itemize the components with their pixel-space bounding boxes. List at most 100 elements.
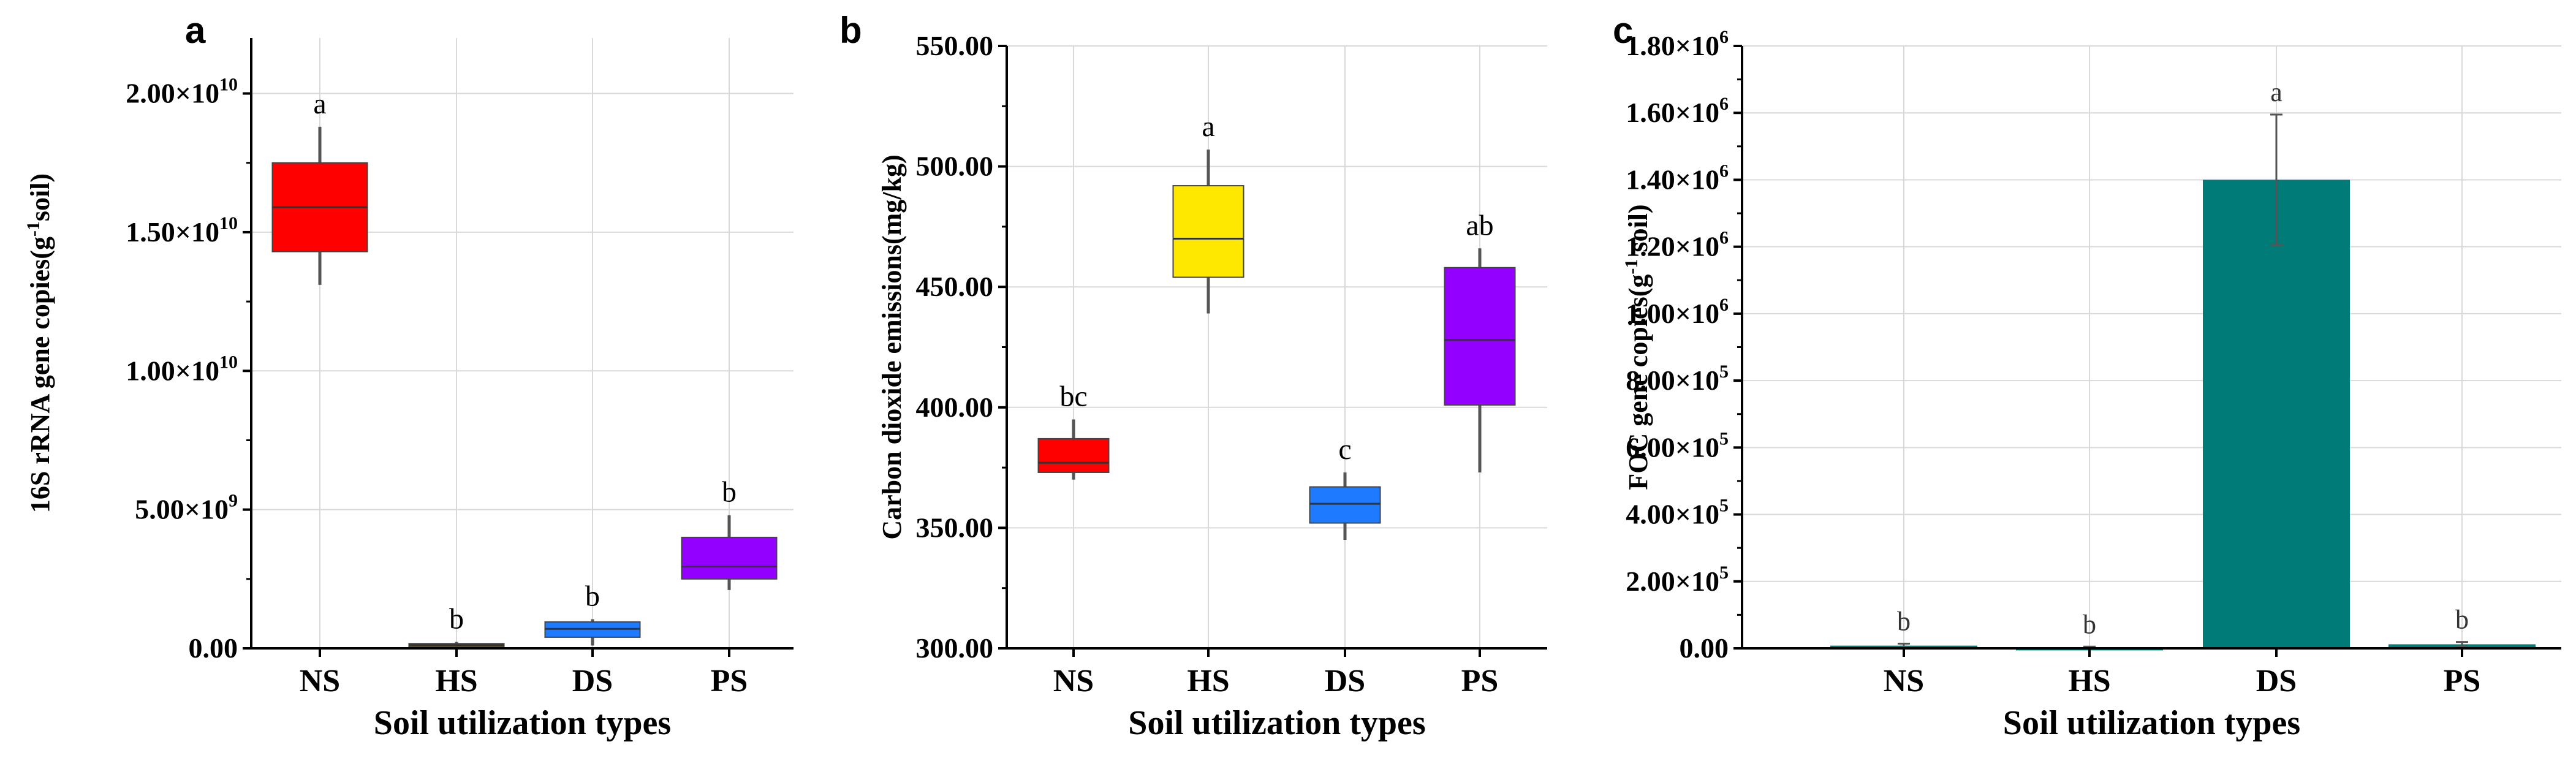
- y-tick-label: 350.00: [916, 512, 994, 543]
- y-tick-mantissa: 1.80×10: [1626, 30, 1719, 61]
- y-tick-exponent: 9: [229, 491, 238, 511]
- y-axis-title-tail: soil): [1623, 204, 1653, 259]
- y-tick-exponent: 10: [219, 75, 238, 95]
- y-tick-label: 0.00: [189, 632, 238, 664]
- x-tick-label-PS: PS: [1461, 664, 1499, 699]
- significance-letter-HS: b: [449, 603, 464, 635]
- y-tick-mantissa: 500.00: [916, 151, 994, 182]
- y-tick-label: 500.00: [916, 151, 994, 182]
- y-tick-mantissa: 550.00: [916, 30, 994, 61]
- significance-letter-NS: bc: [1059, 380, 1087, 412]
- y-tick-mantissa: 1.00×10: [126, 355, 219, 386]
- y-tick-label: 400.00: [916, 392, 994, 423]
- y-tick-mantissa: 1.40×10: [1626, 164, 1719, 195]
- y-tick-mantissa: 400.00: [916, 392, 994, 423]
- x-tick-label-DS: DS: [2256, 664, 2297, 699]
- y-tick-mantissa: 1.20×10: [1626, 231, 1719, 262]
- panel-letter: a: [185, 10, 206, 51]
- y-tick-label: 2.00×105: [1626, 563, 1729, 597]
- y-tick-label: 1.20×106: [1626, 228, 1729, 262]
- y-tick-label: 2.00×1010: [126, 75, 238, 109]
- y-tick-label: 5.00×109: [135, 491, 238, 525]
- significance-letter-PS: b: [722, 476, 737, 509]
- box-NS: [1037, 438, 1110, 473]
- box-PS: [681, 536, 778, 580]
- y-tick-label: 1.00×1010: [126, 352, 238, 386]
- y-tick-exponent: 6: [1719, 161, 1729, 181]
- significance-letter-HS: b: [2083, 609, 2096, 639]
- box-DS: [1309, 486, 1381, 524]
- x-tick-label-HS: HS: [2068, 664, 2110, 699]
- y-tick-label: 8.00×105: [1626, 362, 1729, 396]
- significance-letter-HS: a: [1202, 110, 1214, 143]
- x-tick-label-NS: NS: [1884, 664, 1924, 699]
- y-tick-mantissa: 350.00: [916, 512, 994, 543]
- significance-letter-PS: b: [2455, 605, 2469, 635]
- y-axis-title-main: FOC gene copies(g: [1623, 275, 1653, 490]
- y-tick-mantissa: 5.00×10: [135, 494, 229, 525]
- y-tick-mantissa: 1.00×10: [1626, 298, 1719, 329]
- significance-letter-DS: a: [2270, 77, 2282, 107]
- y-axis-title-main: 16S rRNA gene copies(g: [25, 237, 55, 513]
- panel-letter: c: [1613, 10, 1633, 51]
- y-tick-exponent: 6: [1719, 27, 1729, 47]
- y-tick-label: 4.00×105: [1626, 496, 1729, 530]
- significance-letter-NS: b: [1897, 606, 1911, 636]
- y-tick-mantissa: 4.00×10: [1626, 499, 1719, 530]
- significance-letter-DS: c: [1338, 433, 1351, 466]
- y-axis-title-tail: soil): [25, 173, 55, 221]
- y-axis-title-main: Carbon dioxide emissions(mg/kg): [877, 154, 907, 539]
- x-tick-label-HS: HS: [1187, 664, 1229, 699]
- axis-frame: [1741, 46, 2561, 650]
- box-PS: [1444, 267, 1516, 406]
- y-tick-exponent: 10: [219, 213, 238, 233]
- x-tick-label-PS: PS: [2444, 664, 2481, 699]
- y-tick-exponent: 5: [1719, 563, 1729, 583]
- y-tick-mantissa: 0.00: [189, 632, 238, 664]
- y-tick-label: 550.00: [916, 30, 994, 61]
- panel-letter: b: [839, 10, 862, 51]
- x-tick-label-NS: NS: [1053, 664, 1094, 699]
- significance-letter-DS: b: [585, 580, 600, 612]
- panel-a: aabbb0.005.00×1091.00×10101.50×10102.00×…: [23, 10, 794, 742]
- y-tick-mantissa: 2.00×10: [126, 78, 219, 109]
- y-tick-exponent: 10: [219, 352, 238, 372]
- y-tick-label: 1.50×1010: [126, 213, 238, 248]
- y-tick-mantissa: 2.00×10: [1626, 566, 1719, 597]
- y-tick-mantissa: 6.00×10: [1626, 431, 1719, 463]
- panel-b: b bc a c ab 300.00 350.00 400.00 450.00 500.00 550…: [839, 10, 1547, 742]
- significance-letter-PS: ab: [1466, 209, 1493, 241]
- x-tick-label-PS: PS: [711, 664, 748, 699]
- y-tick-exponent: 5: [1719, 362, 1729, 382]
- y-tick-label: 450.00: [916, 271, 994, 302]
- y-tick-label: 6.00×105: [1626, 428, 1729, 463]
- panel-c: cb bab0.002.00×1054.00×1056.00×1058.00×10…: [1613, 10, 2561, 742]
- y-tick-mantissa: 1.50×10: [126, 216, 219, 248]
- y-tick-mantissa: 0.00: [1680, 632, 1729, 664]
- y-tick-exponent: 5: [1719, 496, 1729, 516]
- y-axis-title: FOC gene copies(g-1 soil): [1621, 204, 1653, 490]
- x-tick-label-NS: NS: [300, 664, 340, 699]
- bar-DS: [2203, 180, 2350, 648]
- y-tick-exponent: 5: [1719, 428, 1729, 449]
- y-tick-mantissa: 300.00: [916, 632, 994, 664]
- y-tick-label: 1.40×106: [1626, 161, 1729, 195]
- x-axis-title: Soil utilization types: [1128, 704, 1425, 742]
- x-tick-label-HS: HS: [435, 664, 477, 699]
- y-tick-mantissa: 450.00: [916, 271, 994, 302]
- y-tick-mantissa: 8.00×10: [1626, 365, 1719, 396]
- y-tick-label: 0.00: [1680, 632, 1729, 664]
- y-tick-label: 300.00: [916, 632, 994, 664]
- y-tick-label: 1.00×106: [1626, 295, 1729, 329]
- y-axis-title: Carbon dioxide emissions(mg/kg): [877, 154, 907, 539]
- x-axis-title: Soil utilization types: [374, 704, 671, 742]
- x-axis-title: Soil utilization types: [2003, 704, 2300, 742]
- y-axis-title-superscript: -1: [1621, 259, 1642, 275]
- x-tick-label-DS: DS: [1325, 664, 1365, 699]
- y-tick-mantissa: 1.60×10: [1626, 97, 1719, 128]
- box-HS: [1172, 185, 1244, 278]
- significance-letter-NS: a: [313, 88, 326, 120]
- y-tick-exponent: 6: [1719, 295, 1729, 315]
- y-axis-title-superscript: -1: [23, 221, 44, 237]
